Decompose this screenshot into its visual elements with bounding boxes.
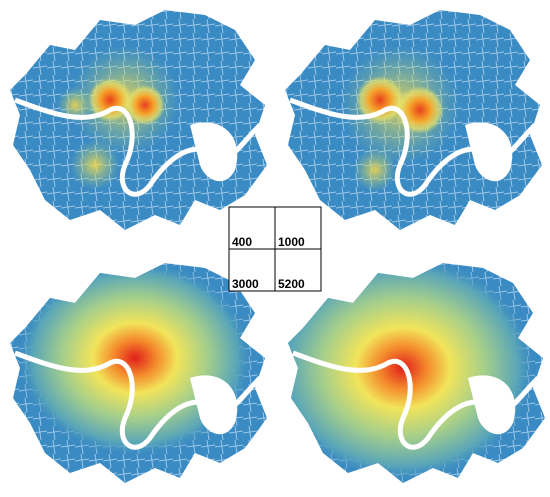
map-1000	[280, 5, 550, 235]
key-label: 5200	[278, 277, 305, 291]
map-400	[5, 5, 275, 235]
key-label: 3000	[232, 277, 259, 291]
key: 400 1000 3000 5200	[228, 206, 322, 292]
key-label: 400	[232, 235, 252, 249]
map-5200	[268, 253, 550, 488]
key-label: 1000	[278, 235, 305, 249]
map-3000	[5, 258, 275, 488]
